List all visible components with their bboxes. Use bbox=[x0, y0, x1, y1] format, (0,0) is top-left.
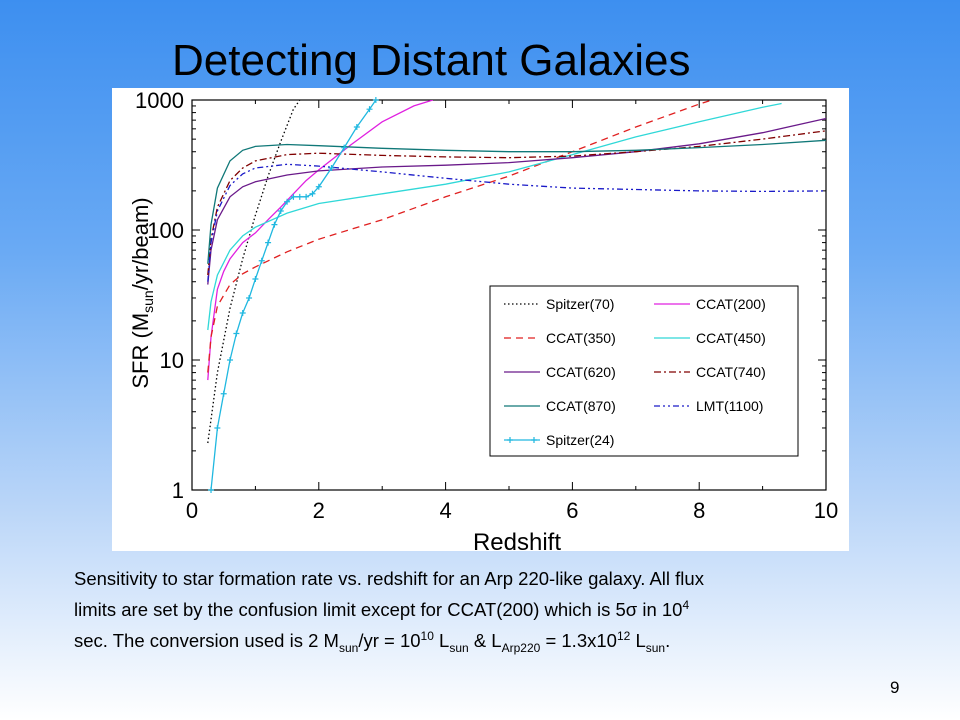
y-tick-label: 1000 bbox=[135, 88, 184, 113]
caption-text: L bbox=[630, 630, 646, 652]
exponent: 4 bbox=[682, 598, 690, 612]
data-point bbox=[277, 208, 284, 215]
caption-text: L bbox=[433, 630, 450, 652]
exponent: 10 bbox=[420, 629, 434, 644]
x-tick-label: 4 bbox=[439, 498, 451, 523]
subscript: Arp220 bbox=[501, 641, 541, 655]
caption-text: . bbox=[665, 630, 671, 652]
series-line-spitzer-70- bbox=[207, 100, 301, 444]
exponent: 12 bbox=[616, 629, 631, 644]
subscript: sun bbox=[449, 641, 469, 655]
x-tick-label: 10 bbox=[814, 498, 838, 523]
caption-line-1: Sensitivity to star formation rate vs. r… bbox=[74, 568, 704, 589]
data-point bbox=[220, 390, 227, 397]
x-tick-label: 6 bbox=[566, 498, 578, 523]
x-tick-label: 8 bbox=[693, 498, 705, 523]
series-line-ccat-620- bbox=[207, 117, 826, 285]
data-point bbox=[214, 424, 221, 431]
legend-label: CCAT(620) bbox=[546, 364, 616, 380]
data-point bbox=[296, 193, 303, 200]
x-axis-label: Redshift bbox=[473, 529, 561, 551]
data-point bbox=[341, 144, 348, 151]
series-line-ccat-740- bbox=[207, 130, 826, 276]
caption-text: /yr = 10 bbox=[358, 630, 421, 652]
caption-line-2: limits are set by the confusion limit ex… bbox=[74, 592, 894, 623]
y-tick-label: 100 bbox=[147, 218, 184, 243]
legend-label: LMT(1100) bbox=[696, 398, 763, 414]
legend-label: Spitzer(70) bbox=[546, 296, 614, 312]
x-tick-label: 2 bbox=[313, 498, 325, 523]
caption-text: limits are set by the confusion limit ex… bbox=[74, 599, 626, 621]
data-point bbox=[227, 357, 234, 363]
legend-marker bbox=[507, 437, 513, 443]
y-tick-label: 1 bbox=[172, 478, 184, 503]
series-line-lmt-1100- bbox=[207, 163, 826, 282]
data-point bbox=[284, 198, 291, 205]
caption-line-3: sec. The conversion used is 2 Msun/yr = … bbox=[74, 623, 894, 661]
caption-text: in 10 bbox=[637, 599, 683, 621]
chart-panel: 0 2 4 6 8 10 1 10 100 1000 Spitzer(70) CCAT(200) CC… bbox=[112, 88, 849, 551]
data-point bbox=[290, 193, 297, 200]
x-tick-label: 0 bbox=[186, 498, 198, 523]
series-line-ccat-870- bbox=[207, 139, 826, 264]
data-point bbox=[315, 183, 322, 190]
legend-label: CCAT(740) bbox=[696, 364, 766, 380]
legend-marker bbox=[531, 437, 537, 443]
series-line-ccat-450- bbox=[207, 102, 782, 331]
sfr-redshift-chart: 0 2 4 6 8 10 1 10 100 1000 Spitzer(70) CCAT(200) CC… bbox=[128, 88, 838, 551]
subscript: sun bbox=[338, 641, 359, 655]
y-axis-label: SFR (Msun/yr/beam) bbox=[128, 197, 156, 388]
slide-number: 9 bbox=[890, 678, 900, 697]
chart-caption: Sensitivity to star formation rate vs. r… bbox=[74, 566, 894, 661]
caption-text: sec. The conversion used is 2 M bbox=[74, 630, 339, 652]
slide-title: Detecting Distant Galaxies bbox=[172, 36, 691, 85]
y-axis-label-subscript: sun bbox=[140, 290, 156, 313]
legend-label: Spitzer(24) bbox=[546, 432, 614, 448]
caption-text: = 1.3x10 bbox=[540, 630, 617, 652]
legend-label: CCAT(450) bbox=[696, 330, 766, 346]
legend-label: CCAT(200) bbox=[696, 296, 766, 312]
data-point bbox=[208, 487, 215, 493]
series-line-ccat-350- bbox=[207, 100, 713, 373]
series-line-spitzer-24- bbox=[210, 100, 377, 490]
sigma-symbol: σ bbox=[625, 599, 638, 621]
series-line-ccat-200- bbox=[207, 100, 434, 381]
data-point bbox=[258, 257, 265, 264]
data-point bbox=[239, 309, 246, 316]
data-point bbox=[328, 164, 335, 171]
legend-box bbox=[489, 285, 799, 457]
data-point bbox=[372, 97, 379, 103]
y-tick-label: 10 bbox=[160, 348, 184, 373]
data-point bbox=[246, 294, 253, 301]
subscript: sun bbox=[645, 641, 666, 655]
data-point bbox=[252, 275, 259, 282]
data-point bbox=[353, 123, 360, 130]
legend-label: CCAT(870) bbox=[546, 398, 616, 414]
caption-text: & L bbox=[468, 630, 502, 652]
data-point bbox=[271, 221, 278, 228]
legend-label: CCAT(350) bbox=[546, 330, 616, 346]
data-point bbox=[265, 239, 272, 246]
y-axis-label-part1: SFR (M bbox=[128, 313, 153, 389]
data-point bbox=[309, 190, 316, 197]
data-point bbox=[233, 330, 240, 337]
y-axis-label-part2: /yr/beam) bbox=[128, 197, 153, 290]
data-point bbox=[303, 193, 310, 200]
data-point bbox=[366, 106, 373, 113]
